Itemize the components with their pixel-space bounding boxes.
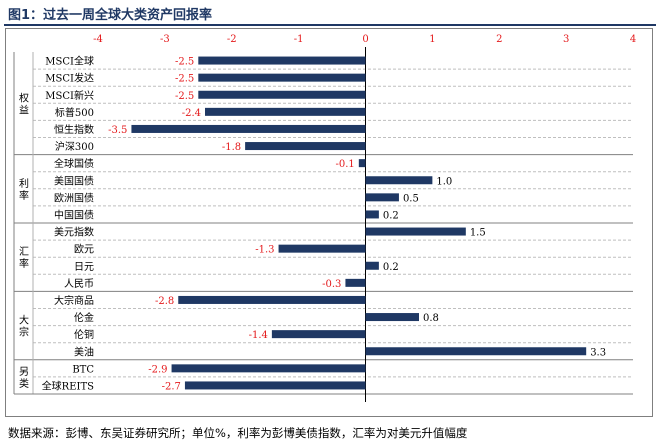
data-label: 0.8: [423, 313, 439, 324]
category-label: 伦铜: [74, 328, 94, 341]
category-label: 人民币: [64, 278, 94, 290]
bar: [365, 210, 379, 219]
data-label: -2.7: [162, 381, 181, 392]
category-label: 日元: [74, 262, 94, 273]
category-label: 美元指数: [54, 226, 94, 239]
x-tick-label: 4: [630, 34, 636, 45]
group-label: 大: [19, 314, 29, 327]
category-label: 伦金: [74, 311, 94, 324]
x-tick-label: 2: [496, 34, 502, 45]
x-tick-label: 3: [563, 34, 569, 45]
bar: [198, 73, 366, 82]
bar: [358, 159, 366, 168]
category-label: 中国国债: [54, 208, 94, 221]
bar: [345, 278, 366, 287]
bar: [131, 124, 366, 133]
bar: [365, 176, 433, 185]
group-label: 率: [19, 189, 29, 202]
chart-frame: [5, 28, 653, 417]
x-tick-label: -1: [294, 34, 304, 45]
x-tick-label: -4: [93, 34, 103, 45]
category-label: 全球国债: [54, 157, 94, 170]
data-label: 0.2: [383, 210, 399, 221]
group-label: 类: [19, 377, 29, 390]
data-label: 3.3: [590, 347, 606, 358]
bar: [198, 90, 366, 99]
category-label: MSCI全球: [45, 55, 94, 68]
bar: [245, 142, 366, 151]
x-tick-label: 0: [362, 34, 368, 45]
category-label: 欧洲国债: [54, 191, 94, 204]
title-bar: 图1：过去一周全球大类资产回报率: [4, 2, 656, 26]
data-label: -1.8: [222, 142, 241, 153]
x-tick-label: 1: [429, 34, 435, 45]
bar: [178, 295, 366, 304]
group-label: 利: [19, 178, 29, 190]
category-label: 恒生指数: [54, 123, 94, 136]
group-label: 权: [19, 91, 29, 104]
category-label: BTC: [72, 364, 94, 375]
data-label: -0.1: [336, 159, 355, 170]
data-label: -2.9: [148, 364, 167, 375]
bar: [198, 56, 366, 65]
bar: [171, 364, 366, 373]
category-label: 标普500: [55, 106, 94, 119]
data-label: -2.5: [175, 57, 194, 68]
bar: [365, 347, 587, 356]
category-label: 欧元: [74, 244, 94, 256]
data-label: 1.0: [436, 176, 452, 187]
bar: [184, 381, 366, 390]
bar: [205, 107, 366, 116]
category-label: 全球REITS: [42, 379, 94, 392]
data-label: 0.2: [383, 262, 399, 273]
data-label: -1.4: [249, 330, 268, 341]
bar: [278, 244, 366, 253]
x-tick-label: -3: [160, 34, 170, 45]
figure-title: 图1：过去一周全球大类资产回报率: [8, 8, 213, 23]
data-label: 0.5: [403, 193, 419, 204]
data-label: -2.5: [175, 91, 194, 102]
source-note: 数据来源：彭博、东吴证券研究所；单位%，利率为彭博美债指数，汇率为对美元升值幅度: [8, 426, 468, 440]
data-label: -0.3: [322, 279, 341, 290]
category-label: 美油: [74, 345, 94, 358]
group-label: 另: [19, 366, 29, 378]
bar: [271, 330, 366, 339]
category-label: MSCI发达: [45, 72, 94, 85]
x-tick-label: -2: [227, 34, 237, 45]
bar: [365, 261, 379, 270]
group-label: 率: [19, 257, 29, 270]
category-label: MSCI新兴: [45, 89, 94, 102]
data-label: -2.4: [182, 108, 201, 119]
group-label: 宗: [19, 326, 29, 339]
data-label: -2.8: [155, 296, 174, 307]
group-label: 益: [19, 103, 29, 116]
category-label: 沪深300: [55, 140, 94, 153]
category-label: 美国国债: [54, 174, 94, 187]
bar: [365, 193, 399, 202]
data-label: -1.3: [255, 245, 274, 256]
data-label: -2.5: [175, 74, 194, 85]
data-label: -3.5: [108, 125, 127, 136]
data-label: 1.5: [470, 228, 486, 239]
group-label: 汇: [19, 245, 29, 258]
category-label: 大宗商品: [54, 294, 94, 307]
bar: [365, 313, 419, 322]
bar: [365, 227, 466, 236]
